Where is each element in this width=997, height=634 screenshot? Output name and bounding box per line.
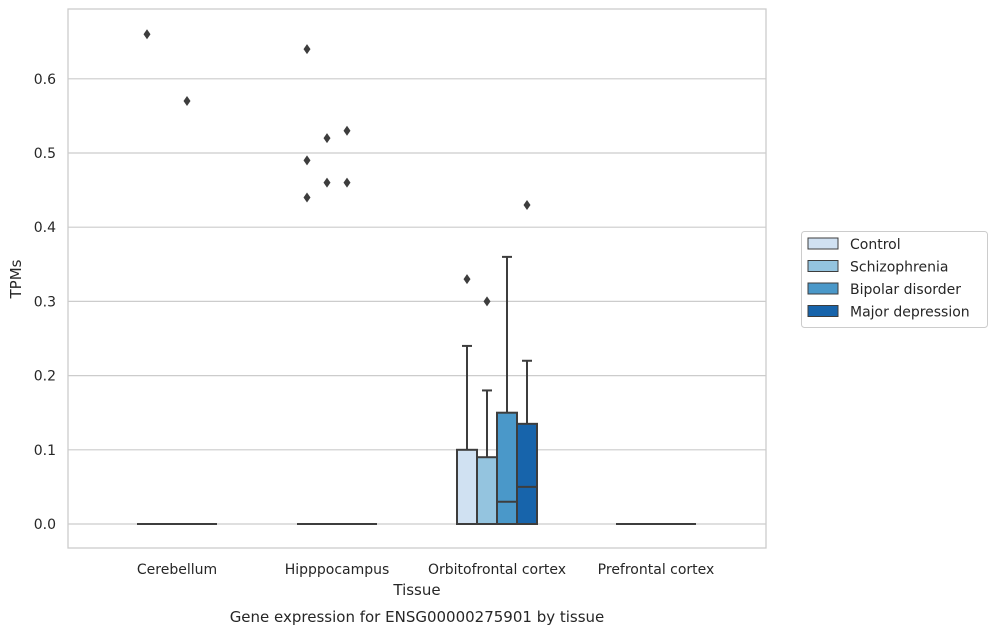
box	[516, 199, 538, 525]
y-axis-ticks: 0.0 0.1 0.2 0.3 0.4 0.5 0.6	[34, 72, 56, 533]
box-body	[456, 448, 478, 525]
outlier-point	[303, 155, 311, 166]
legend-swatch	[807, 305, 839, 317]
y-tick-label: 0.0	[34, 517, 56, 533]
outlier-point	[463, 274, 471, 285]
legend-label: Major depression	[850, 305, 970, 321]
x-axis-ticks: Cerebellum Hipppocampus Orbitofrontal cort…	[137, 562, 714, 578]
legend-frame	[801, 231, 988, 328]
y-tick-label: 0.6	[34, 72, 56, 88]
outlier-point	[483, 296, 491, 307]
box	[476, 296, 498, 525]
outlier-point	[323, 133, 331, 144]
outlier-point	[303, 192, 311, 203]
legend-swatch	[807, 282, 839, 295]
box	[297, 44, 317, 525]
box-body	[476, 456, 498, 525]
box-series	[137, 29, 696, 526]
legend-swatch	[807, 237, 839, 250]
chart-caption: Gene expression for ENSG00000275901 by t…	[230, 608, 605, 626]
series-major-depression	[197, 199, 696, 525]
legend-label: Schizophrenia	[850, 260, 948, 276]
x-tick-label: Prefrontal cortex	[598, 562, 715, 578]
outlier-point	[143, 29, 151, 40]
box	[137, 29, 157, 525]
y-axis-label: TPMs	[7, 259, 25, 299]
series-control	[137, 29, 636, 525]
legend-swatch	[807, 260, 839, 272]
outlier-point	[303, 44, 311, 55]
y-tick-label: 0.4	[34, 220, 56, 236]
box	[177, 96, 197, 525]
outlier-point	[323, 177, 331, 188]
legend-label: Control	[850, 237, 901, 253]
box	[317, 133, 337, 525]
series-schizophrenia	[157, 133, 656, 525]
outlier-point	[343, 177, 351, 188]
box-body	[516, 422, 538, 525]
y-tick-label: 0.2	[34, 369, 56, 385]
box-body	[496, 411, 518, 526]
box	[456, 274, 478, 525]
legend-label: Bipolar disorder	[850, 282, 961, 298]
x-tick-label: Orbitofrontal cortex	[428, 562, 566, 578]
outlier-point	[183, 96, 191, 107]
outlier-point	[523, 199, 531, 210]
x-axis-label: Tissue	[392, 581, 440, 599]
x-tick-label: Hipppocampus	[285, 562, 390, 578]
y-tick-label: 0.5	[34, 146, 56, 162]
outlier-point	[343, 125, 351, 136]
box	[337, 125, 357, 525]
legend: Control Schizophrenia Bipolar disorder Majo…	[801, 231, 988, 328]
plot-frame	[67, 8, 767, 549]
y-tick-label: 0.1	[34, 443, 56, 459]
grid-lines	[68, 78, 766, 525]
series-bipolar-disorder	[177, 96, 676, 526]
x-tick-label: Cerebellum	[137, 562, 217, 578]
y-tick-label: 0.3	[34, 294, 56, 310]
box	[496, 255, 518, 526]
